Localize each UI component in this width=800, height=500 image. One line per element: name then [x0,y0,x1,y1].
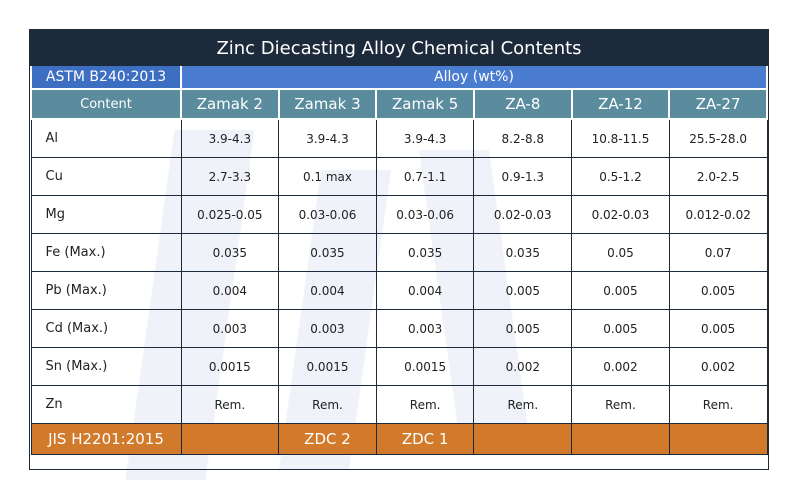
value-cell: 0.005 [473,271,573,310]
element-cell: Zn [30,385,182,424]
value-cell: 0.03-0.06 [278,195,377,234]
value-cell: 0.002 [571,347,670,386]
element-cell: Cd (Max.) [30,309,182,348]
title-row: Zinc Diecasting Alloy Chemical Contents [30,30,768,66]
value-cell: 0.7-1.1 [375,157,475,196]
value-cell: 0.012-0.02 [668,195,768,234]
value-cell: 0.005 [473,309,573,348]
value-cell: 0.0015 [180,347,280,386]
value-cell: 0.0015 [278,347,377,386]
value-cell: Rem. [571,385,670,424]
header-row: Content Zamak 2 Zamak 3 Zamak 5 ZA-8 ZA-12 ZA-… [30,88,768,120]
standard-row: ASTM B240:2013 Alloy (wt%) [30,64,768,90]
value-cell: 0.005 [571,309,670,348]
table-title: Zinc Diecasting Alloy Chemical Contents [30,30,768,66]
data-row: Zn Rem. Rem. Rem. Rem. Rem. Rem. [30,385,768,424]
value-cell: 0.004 [180,271,280,310]
footer-standard: JIS H2201:2015 [30,423,182,455]
value-cell: 0.1 max [278,157,377,196]
alloy-header: ZA-8 [472,88,573,120]
value-cell: 0.035 [473,233,573,272]
value-cell: 8.2-8.8 [473,118,573,158]
alloy-header: Zamak 5 [375,88,475,120]
data-row: Sn (Max.) 0.0015 0.0015 0.0015 0.002 0.002 0.0… [30,347,768,386]
value-cell: 25.5-28.0 [668,118,768,158]
data-row: Cu 2.7-3.3 0.1 max 0.7-1.1 0.9-1.3 0.5-1.2 2.0… [30,157,768,196]
value-cell: 0.003 [180,309,280,348]
value-cell: 3.9-4.3 [278,118,377,158]
value-cell: 0.002 [473,347,573,386]
value-cell: Rem. [278,385,377,424]
value-cell: 0.02-0.03 [571,195,670,234]
value-cell: 0.035 [180,233,280,272]
group-label: Alloy (wt%) [180,64,768,90]
value-cell: 0.005 [668,309,768,348]
standard: ASTM B240:2013 [30,64,182,90]
value-cell: 0.025-0.05 [180,195,280,234]
value-cell: 0.9-1.3 [473,157,573,196]
value-cell: Rem. [180,385,280,424]
element-cell: Al [30,118,182,158]
value-cell: 0.07 [668,233,768,272]
value-cell: 0.004 [375,271,475,310]
alloy-header: ZA-27 [668,88,768,120]
designation-cell [180,423,280,455]
designation-cell [571,423,670,455]
value-cell: 0.003 [278,309,377,348]
element-cell: Cu [30,157,182,196]
value-cell: Rem. [375,385,475,424]
value-cell: Rem. [668,385,768,424]
designation-cell: ZDC 1 [375,423,475,455]
value-cell: 0.003 [375,309,475,348]
value-cell: 10.8-11.5 [571,118,670,158]
value-cell: 2.7-3.3 [180,157,280,196]
data-row: Pb (Max.) 0.004 0.004 0.004 0.005 0.005 0.005 [30,271,768,310]
value-cell: 0.002 [668,347,768,386]
alloy-header: ZA-12 [570,88,671,120]
value-cell: 0.035 [278,233,377,272]
value-cell: 0.05 [571,233,670,272]
alloy-header: Zamak 2 [180,88,280,120]
data-row: Fe (Max.) 0.035 0.035 0.035 0.035 0.05 0.07 [30,233,768,272]
element-cell: Sn (Max.) [30,347,182,386]
header-cell: Content [30,88,182,120]
value-cell: 0.02-0.03 [473,195,573,234]
data-row: Mg 0.025-0.05 0.03-0.06 0.03-0.06 0.02-0.03 0… [30,195,768,234]
value-cell: 0.005 [571,271,670,310]
value-cell: 2.0-2.5 [668,157,768,196]
data-row: Al 3.9-4.3 3.9-4.3 3.9-4.3 8.2-8.8 10.8-11.5 2… [30,118,768,158]
element-cell: Fe (Max.) [30,233,182,272]
designation-cell [668,423,768,455]
table-body: Zinc Diecasting Alloy Chemical Contents … [30,30,768,455]
value-cell: 3.9-4.3 [375,118,475,158]
data-row: Cd (Max.) 0.003 0.003 0.003 0.005 0.005 0.005 [30,309,768,348]
element-cell: Mg [30,195,182,234]
value-cell: 0.004 [278,271,377,310]
footer-row: JIS H2201:2015 ZDC 2 ZDC 1 [30,423,768,455]
designation-cell [473,423,573,455]
value-cell: 0.03-0.06 [375,195,475,234]
value-cell: 3.9-4.3 [180,118,280,158]
value-cell: 0.0015 [375,347,475,386]
alloy-table: Zinc Diecasting Alloy Chemical Contents … [30,30,768,455]
element-cell: Pb (Max.) [30,271,182,310]
alloy-header: Zamak 3 [277,88,378,120]
designation-cell: ZDC 2 [278,423,377,455]
value-cell: Rem. [473,385,573,424]
value-cell: 0.005 [668,271,768,310]
value-cell: 0.5-1.2 [571,157,670,196]
value-cell: 0.035 [375,233,475,272]
